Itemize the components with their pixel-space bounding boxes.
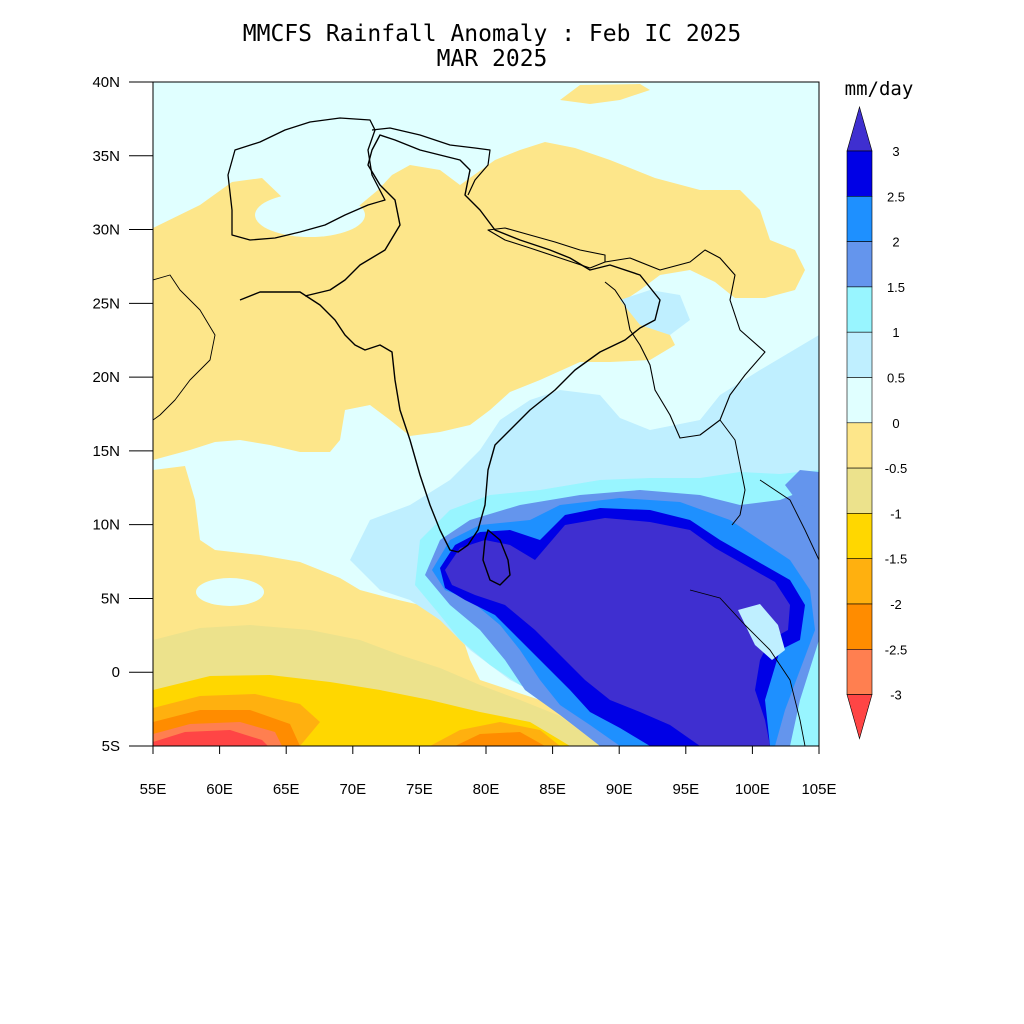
colorbar-level-label: 1 (892, 325, 899, 340)
latitude-axis: 40N 35N 30N 25N 20N 15N 10N 5N 0 5S (92, 74, 153, 755)
lat-tick-label: 40N (92, 74, 120, 91)
colorbar-segment (846, 377, 873, 424)
colorbar-segment (846, 196, 873, 242)
arabia-outline (153, 274, 216, 421)
lon-tick-label: 90E (606, 781, 633, 798)
anomaly-field (153, 82, 819, 746)
india-outline (239, 134, 661, 553)
lon-tick-label: 55E (140, 781, 167, 798)
colorbar-level-label: -2 (890, 597, 902, 612)
wet-patch-bengal-light (620, 290, 690, 335)
colorbar-level-label: -3 (890, 688, 902, 703)
colorbar-segment (846, 422, 873, 469)
colorbar-level-label: 0 (892, 416, 899, 431)
colorbar-level-label: 2 (892, 235, 899, 250)
lon-tick-label: 70E (339, 781, 366, 798)
nepal-outline (487, 227, 606, 269)
title-line-1: MMCFS Rainfall Anomaly : Feb IC 2025 (242, 21, 742, 47)
wet-patch-arabian-sea (196, 578, 264, 606)
lat-tick-label: 0 (112, 664, 120, 681)
lon-tick-label: 80E (473, 781, 500, 798)
dry-anomaly-region-ne (560, 84, 650, 104)
pakistan-afghanistan-outline (227, 117, 386, 241)
colorbar-segment (846, 467, 873, 514)
lon-tick-label: 60E (206, 781, 233, 798)
country-boundaries (153, 117, 819, 746)
lat-tick-label: 5S (102, 738, 120, 755)
colorbar-level-label: 1.5 (887, 280, 905, 295)
colorbar-segment (846, 331, 873, 378)
lat-tick-label: 15N (92, 443, 120, 460)
lon-tick-label: 95E (672, 781, 699, 798)
wet-patch-myanmar (785, 470, 819, 510)
bangladesh-myanmar-outline (604, 249, 766, 439)
colorbar-level-label: 3 (892, 144, 899, 159)
colorbar-unit-label: mm/day (845, 78, 914, 100)
colorbar: 3 2.5 2 1.5 1 0.5 0 -0.5 -1 -1.5 -2 -2.5 -3 (846, 105, 907, 740)
longitude-axis: 55E 60E 65E 70E 75E 80E 85E 90E 95E 100E 105E (140, 746, 837, 798)
lat-tick-label: 20N (92, 369, 120, 386)
map-title: MMCFS Rainfall Anomaly : Feb IC 2025 MAR… (0, 22, 984, 72)
myanmar-coast (719, 419, 746, 526)
colorbar-segment (846, 241, 873, 288)
colorbar-segment (846, 513, 873, 560)
dry-anomaly-region-severe (153, 730, 268, 746)
colorbar-top-arrow (846, 105, 873, 152)
sri-lanka-outline (482, 529, 511, 586)
colorbar-bottom-arrow (846, 694, 873, 740)
wet-anomaly-region-3 (445, 518, 790, 746)
colorbar-segment (846, 150, 873, 197)
colorbar-segment (846, 286, 873, 333)
sumatra-outline (689, 589, 806, 746)
lon-tick-label: 100E (735, 781, 770, 798)
colorbar-segment (846, 648, 873, 695)
colorbar-level-label: -1.5 (885, 552, 907, 567)
wet-patch-andaman (738, 604, 785, 660)
malay-outline (759, 479, 819, 561)
title-line-2: MAR 2025 (436, 46, 548, 72)
colorbar-segment (846, 558, 873, 605)
colorbar-level-label: -2.5 (885, 642, 907, 657)
lon-tick-label: 85E (539, 781, 566, 798)
wet-patch-pakistan (255, 193, 365, 237)
lon-tick-label: 65E (273, 781, 300, 798)
lat-tick-label: 25N (92, 295, 120, 312)
colorbar-level-label: -0.5 (885, 461, 907, 476)
colorbar-level-label: -1 (890, 506, 902, 521)
lon-tick-label: 75E (406, 781, 433, 798)
lat-tick-label: 35N (92, 148, 120, 165)
lat-tick-label: 30N (92, 222, 120, 239)
north-border (371, 127, 491, 196)
colorbar-level-label: 2.5 (887, 189, 905, 204)
colorbar-level-label: 0.5 (887, 371, 905, 386)
lat-tick-label: 5N (101, 590, 120, 607)
lon-tick-label: 105E (801, 781, 836, 798)
lat-tick-label: 10N (92, 517, 120, 534)
colorbar-segment (846, 603, 873, 650)
